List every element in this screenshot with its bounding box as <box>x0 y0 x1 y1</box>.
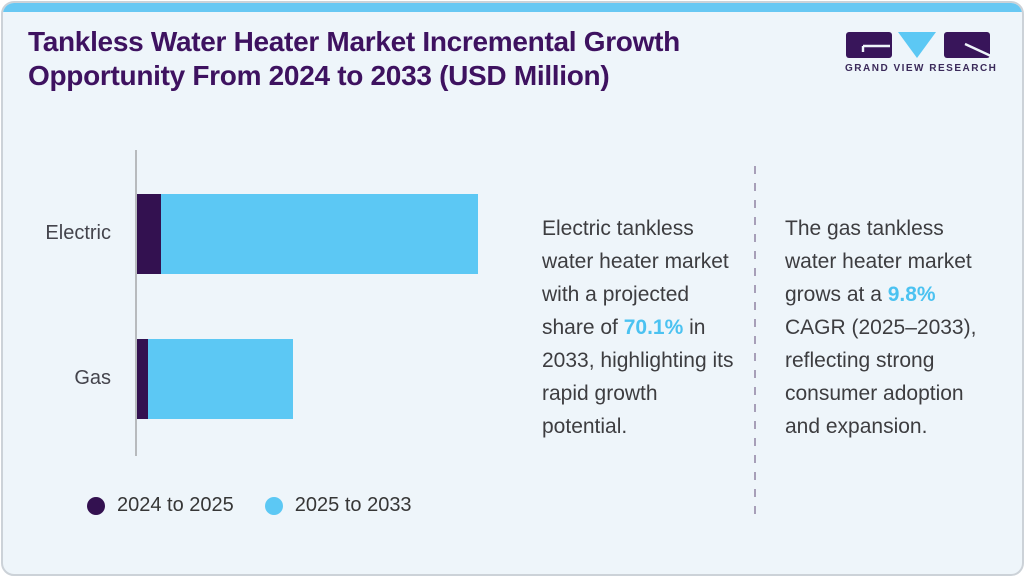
callout-gas-highlight: 9.8% <box>887 283 936 306</box>
legend-dot-dark-icon <box>87 496 105 515</box>
legend-item-2025-2033: 2025 to 2033 <box>264 494 412 517</box>
callout-electric: Electric tankless water heater market wi… <box>542 212 744 443</box>
callout-electric-post: in 2033, highlighting its rapid growth p… <box>542 316 734 438</box>
callout-electric-pre: Electric tankless water heater market wi… <box>542 217 729 339</box>
callout-electric-highlight: 70.1% <box>623 316 684 339</box>
bar-segment-electric-2024-2025 <box>137 194 161 274</box>
bar-segment-electric-2025-2033 <box>161 194 478 274</box>
callout-gas-post: CAGR (2025–2033), reflecting strong cons… <box>785 316 977 438</box>
bar-electric <box>137 194 478 274</box>
bar-segment-gas-2025-2033 <box>148 339 293 419</box>
bar-segment-gas-2024-2025 <box>137 339 148 419</box>
page-title: Tankless Water Heater Market Incremental… <box>28 26 680 91</box>
callout-gas: The gas tankless water heater market gro… <box>785 212 983 443</box>
gvr-logo-icon <box>846 32 992 58</box>
chart-axis-line <box>135 150 137 456</box>
gvr-logo-wordmark: GRAND VIEW RESEARCH <box>845 63 998 74</box>
callout-gas-pre: The gas tankless water heater market gro… <box>785 217 972 306</box>
top-accent-bar <box>3 3 1022 12</box>
gvr-logo: GRAND VIEW RESEARCH <box>845 31 998 74</box>
legend-label: 2024 to 2025 <box>117 494 234 516</box>
legend-item-2024-2025: 2024 to 2025 <box>87 494 234 517</box>
bar-gas <box>137 339 293 419</box>
legend-label: 2025 to 2033 <box>294 494 412 516</box>
legend-dot-blue-icon <box>264 496 283 515</box>
chart-legend: 2024 to 2025 2025 to 2033 <box>87 494 412 517</box>
category-label-electric: Electric <box>45 222 111 244</box>
dashed-divider <box>754 166 756 514</box>
category-label-gas: Gas <box>74 367 111 389</box>
